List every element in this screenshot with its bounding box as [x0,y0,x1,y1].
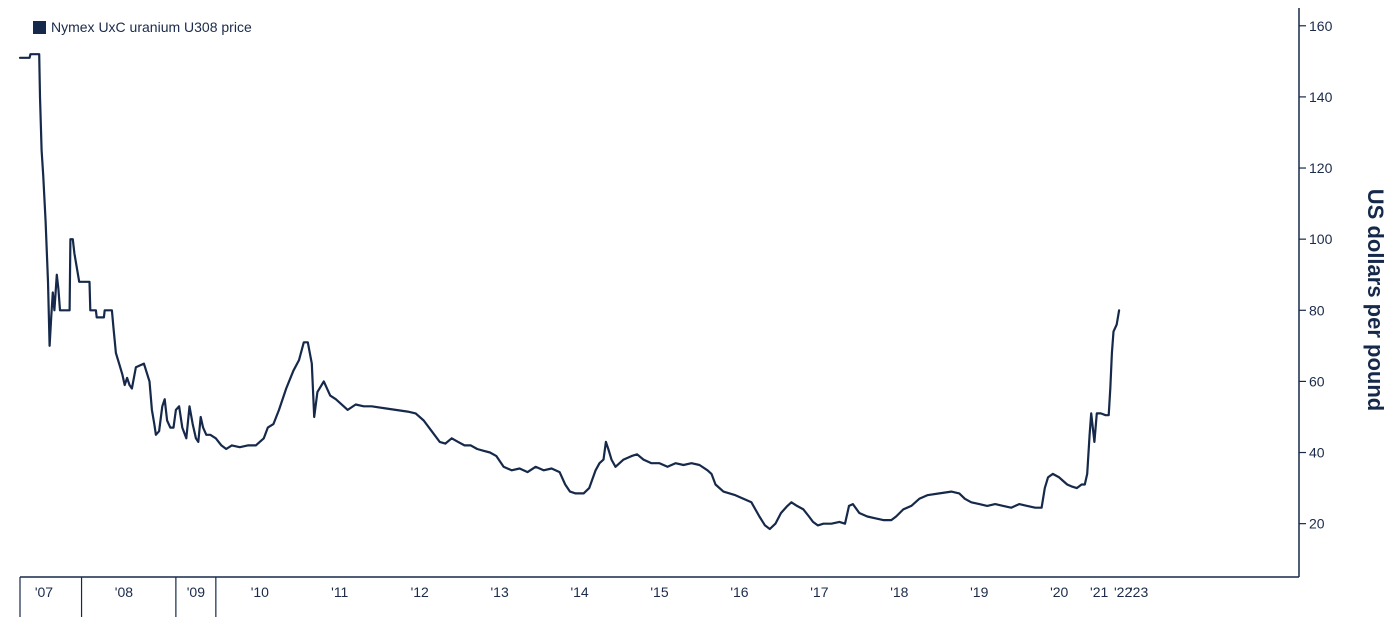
x-tick-label: '12 [411,584,429,600]
y-tick-label: 40 [1309,445,1325,461]
x-tick-label: '11 [331,584,348,600]
y-tick-label: 80 [1309,302,1325,318]
x-tick-label: '21 [1090,584,1108,600]
x-tick-label: '19 [970,584,988,600]
series-line-uranium-price [18,53,1121,531]
legend-swatch [33,20,46,34]
x-tick-label: '14 [570,584,588,600]
x-tick-label: '15 [650,584,668,600]
series-layer [18,53,1121,531]
y-tick-label: 60 [1309,373,1325,389]
y-tick-label: 100 [1309,231,1333,247]
x-tick-label: '18 [890,584,908,600]
x-tick-label: '20 [1050,584,1068,600]
x-tick-label: '07 [35,584,53,600]
legend: Nymex UxC uranium U308 price [33,19,252,35]
y-axis-title: US dollars per pound [1363,188,1388,412]
x-tick-label: '09 [187,584,205,600]
y-tick-label: 140 [1309,89,1333,105]
x-tick-label: '08 [115,584,133,600]
x-tick-label: '17 [810,584,828,600]
x-tick-label: '16 [730,584,748,600]
x-tick-label: '10 [251,584,269,600]
x-tick-label: '13 [491,584,509,600]
y-tick-label: 120 [1309,160,1333,176]
x-tick-label: '23 [1130,584,1148,600]
y-axis: 20 40 60 80 100 120 140 160 [1298,8,1333,577]
y-tick-label: 20 [1309,516,1325,532]
legend-label: Nymex UxC uranium U308 price [51,19,252,35]
y-tick-label: 160 [1309,18,1333,34]
x-axis: '07 '08 '09 '10 '11 '12 '13 '14 '15 '16 '17 '18 '19 '… [19,576,1299,617]
x-tick-label: '22 [1114,584,1132,600]
